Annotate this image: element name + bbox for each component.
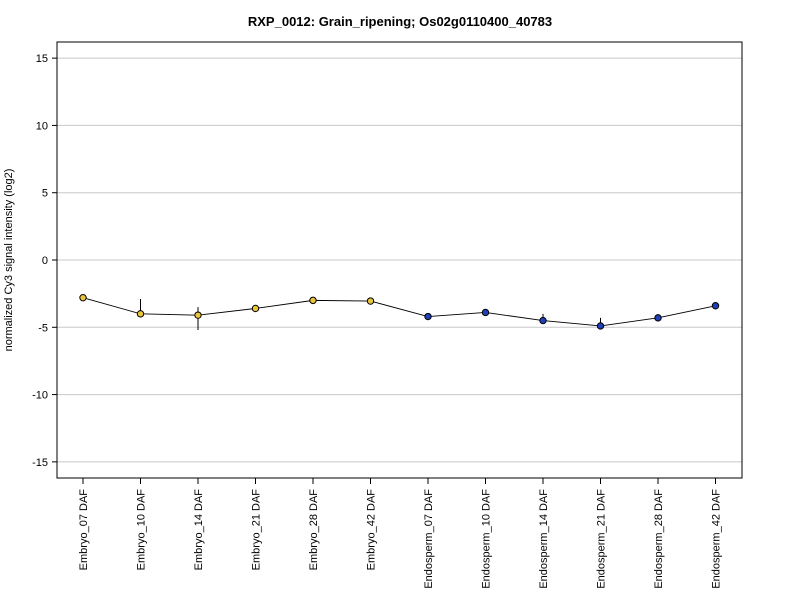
series-line [82,297,716,327]
series-layer [79,293,720,330]
x-axis: Embryo_07 DAF Embryo_10 DAF Embryo_14 DAF E… [78,478,723,589]
data-point [309,296,317,305]
x-tick-label: Embryo_10 DAF [136,489,148,571]
y-axis: -15 -10 -5 0 5 10 15 [32,53,57,469]
y-axis-label: normalized Cy3 signal intensity (log2) [3,169,15,352]
x-tick-label: Endosperm_21 DAF [596,489,608,589]
y-tick-label: -15 [32,457,48,469]
data-point [596,322,605,330]
x-tick-label: Embryo_42 DAF [366,489,378,571]
data-point [424,312,432,321]
x-tick-label: Endosperm_14 DAF [538,489,550,589]
y-tick-label: 10 [36,120,48,132]
data-point [654,314,662,322]
data-point [366,297,375,305]
data-point [711,302,720,310]
y-tick-label: -5 [38,322,48,334]
y-tick-label: 0 [42,255,48,267]
chart-title: RXP_0012: Grain_ripening; Os02g0110400_4… [248,14,552,29]
y-tick-label: 15 [36,53,48,65]
x-tick-label: Embryo_14 DAF [193,489,205,571]
data-point [539,316,547,325]
x-tick-label: Endosperm_07 DAF [423,489,435,589]
y-tick-label: -10 [32,390,48,402]
x-tick-label: Endosperm_42 DAF [711,489,723,589]
x-tick-label: Embryo_07 DAF [78,489,90,571]
data-point [481,308,490,317]
x-tick-label: Embryo_21 DAF [251,489,263,571]
x-tick-label: Endosperm_10 DAF [481,489,493,589]
data-point [79,293,87,302]
y-tick-label: 5 [42,188,48,200]
data-point [251,304,260,313]
data-point [194,311,202,319]
grid-layer [57,57,742,463]
x-tick-label: Embryo_28 DAF [308,489,320,571]
x-tick-label: Endosperm_28 DAF [653,489,665,589]
data-point [136,310,145,318]
